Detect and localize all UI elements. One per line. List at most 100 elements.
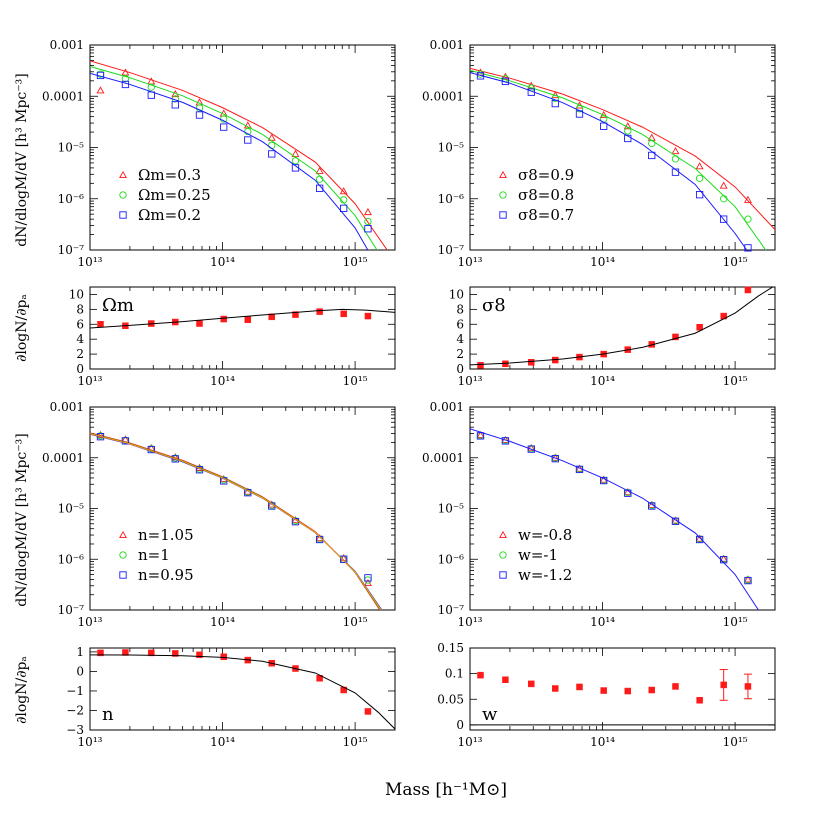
data-point	[147, 91, 155, 99]
data-point	[671, 146, 680, 155]
data-point	[96, 86, 105, 94]
data-point	[624, 489, 632, 497]
x-tick-label: 10¹³	[458, 255, 483, 269]
y-tick-label: 0	[76, 362, 84, 376]
x-tick-label: 10¹³	[78, 374, 103, 388]
y-tick-label: 10⁻⁵	[438, 502, 465, 516]
legend-marker	[499, 551, 507, 559]
data-point	[695, 534, 704, 542]
x-tick-label: 10¹³	[78, 735, 103, 749]
y-tick-label: 10	[449, 287, 464, 301]
panels: 10¹³ 10¹⁴ 10¹⁵ 10⁻⁷ 10⁻⁶ 10⁻⁵ 0.0001 0.001 Ωm=0.…	[42, 38, 776, 749]
data-point	[315, 166, 324, 174]
data-point	[364, 708, 372, 715]
y-tick-label: 0.0001	[422, 89, 464, 103]
data-point	[315, 184, 324, 192]
model-curve	[90, 66, 378, 250]
y-tick-label: −3	[66, 723, 84, 737]
data-point	[340, 555, 348, 563]
data-point	[600, 476, 608, 485]
data-point	[220, 123, 228, 131]
legend-label: σ8=0.8	[518, 186, 574, 204]
panel-label: Ωm	[102, 295, 134, 316]
data-point	[719, 554, 728, 562]
y-tick-label: 2	[456, 347, 464, 361]
legend-label: n=1	[138, 546, 170, 564]
plot-frame	[469, 286, 776, 370]
y-axis-label-deriv-top: ∂logN/∂pₐ	[14, 294, 30, 362]
data-point	[671, 168, 680, 176]
data-point	[96, 430, 105, 439]
data-point	[671, 517, 680, 525]
y-tick-label: 8	[456, 302, 464, 316]
model-curve	[470, 67, 775, 230]
data-point	[695, 174, 704, 183]
data-point	[121, 80, 130, 89]
legend-label: Ωm=0.2	[138, 206, 201, 224]
plot-frame	[89, 286, 396, 370]
data-point	[720, 195, 728, 203]
data-point	[97, 649, 104, 657]
legend-marker	[499, 571, 507, 579]
y-tick-label: 0.001	[430, 400, 464, 414]
y-tick-label: 0.15	[437, 641, 464, 655]
data-point	[476, 72, 485, 80]
data-point	[340, 204, 348, 212]
data-point	[551, 99, 559, 108]
legend-marker	[119, 191, 127, 199]
data-point	[720, 556, 728, 564]
y-tick-label: 0.001	[50, 38, 84, 52]
model-curve	[90, 433, 382, 610]
legend-label: σ8=0.7	[518, 206, 574, 224]
data-point	[340, 196, 348, 204]
data-point	[695, 535, 704, 544]
legend-label: w=-1.2	[518, 566, 572, 584]
model-curve	[90, 72, 369, 250]
model-curve	[90, 60, 388, 250]
x-tick-label: 10¹⁴	[590, 615, 615, 629]
data-point	[340, 310, 347, 318]
data-point	[600, 687, 607, 694]
y-axis-label-deriv-bottom: ∂logN/∂pₐ	[14, 656, 30, 724]
data-point	[600, 122, 608, 130]
y-tick-label: 10	[69, 287, 84, 301]
data-point	[624, 127, 632, 135]
x-tick-label: 10¹⁵	[343, 735, 368, 749]
data-point	[575, 465, 584, 474]
legend-marker	[499, 191, 507, 199]
y-tick-label: 10⁻⁷	[58, 603, 85, 617]
x-tick-label: 10¹⁵	[723, 374, 748, 388]
data-point	[291, 157, 300, 165]
panel-label: σ8	[482, 295, 506, 316]
data-point	[196, 651, 203, 659]
data-point	[696, 697, 703, 704]
y-tick-label: 8	[76, 302, 84, 316]
data-point	[171, 455, 179, 463]
data-point	[220, 315, 227, 323]
x-tick-label: 10¹³	[78, 255, 103, 269]
legend-label: w=-0.8	[518, 526, 572, 544]
legend-label: w=-1	[518, 546, 558, 564]
data-point	[502, 676, 509, 684]
y-tick-label: 0	[76, 664, 84, 678]
plot-frame	[469, 44, 776, 251]
data-point	[624, 687, 632, 695]
data-point	[743, 575, 752, 583]
legend-marker	[119, 571, 127, 579]
y-tick-label: 0	[456, 718, 464, 732]
data-point	[696, 324, 703, 331]
panel-sigma8-mf: 10¹³ 10¹⁴ 10¹⁵ 10⁻⁷ 10⁻⁶ 10⁻⁵ 0.0001 0.001 σ8=0.…	[422, 38, 776, 269]
panel-w-mf: 10¹³ 10¹⁴ 10¹⁵ 10⁻⁷ 10⁻⁶ 10⁻⁵ 0.0001 0.001 w=-0.…	[422, 400, 776, 629]
x-tick-label: 10¹⁵	[723, 615, 748, 629]
data-point	[527, 445, 535, 453]
plot-frame	[469, 406, 776, 611]
data-point	[339, 187, 348, 195]
data-point	[148, 649, 155, 657]
data-point	[195, 111, 204, 119]
legend-marker	[499, 170, 507, 179]
model-curve	[90, 654, 395, 730]
plot-frame	[89, 44, 396, 251]
y-tick-label: 10⁻⁵	[58, 141, 85, 155]
model-curve	[90, 433, 383, 610]
data-point	[672, 333, 679, 341]
